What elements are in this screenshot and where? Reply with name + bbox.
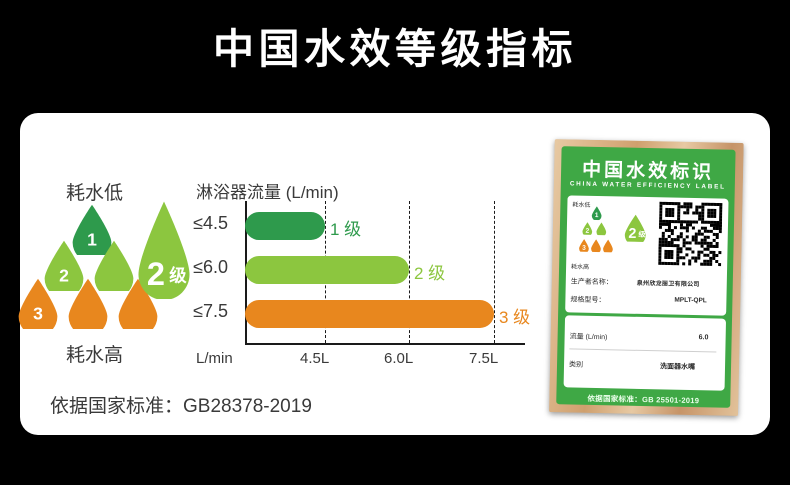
svg-text:级: 级 bbox=[638, 230, 646, 239]
svg-text:2: 2 bbox=[585, 228, 589, 235]
svg-text:1: 1 bbox=[595, 212, 599, 219]
svg-text:2: 2 bbox=[628, 226, 636, 242]
svg-text:3: 3 bbox=[582, 245, 586, 252]
